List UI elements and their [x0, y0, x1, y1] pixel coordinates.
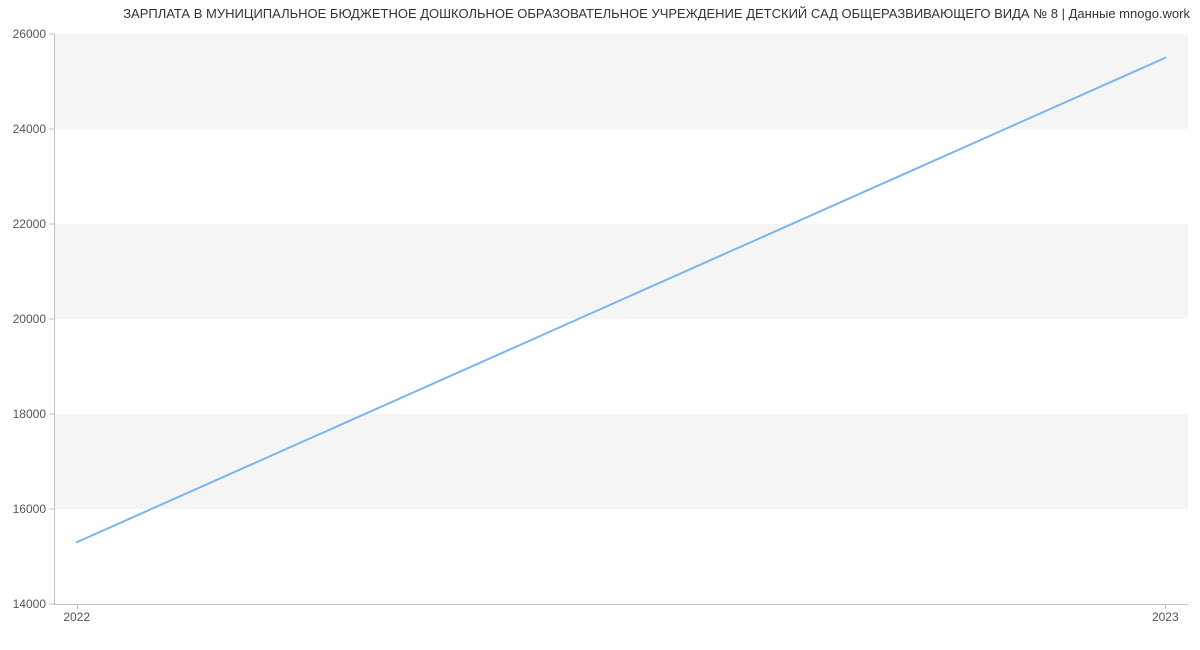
y-tick-mark — [49, 604, 54, 605]
y-tick-mark — [49, 34, 54, 35]
y-tick-label: 26000 — [13, 27, 46, 41]
y-tick-label: 16000 — [13, 502, 46, 516]
y-tick-label: 20000 — [13, 312, 46, 326]
y-tick-mark — [49, 129, 54, 130]
x-tick-mark — [1165, 604, 1166, 609]
x-axis-line — [54, 604, 1188, 605]
y-tick-label: 18000 — [13, 407, 46, 421]
y-tick-mark — [49, 319, 54, 320]
line-layer — [54, 34, 1188, 604]
x-tick-label: 2023 — [1152, 610, 1179, 624]
y-tick-label: 22000 — [13, 217, 46, 231]
y-tick-mark — [49, 509, 54, 510]
y-tick-mark — [49, 224, 54, 225]
plot-area: 1400016000180002000022000240002600020222… — [54, 34, 1188, 604]
series-line — [77, 58, 1166, 543]
y-tick-label: 14000 — [13, 597, 46, 611]
chart-container: ЗАРПЛАТА В МУНИЦИПАЛЬНОЕ БЮДЖЕТНОЕ ДОШКО… — [0, 0, 1200, 650]
y-tick-label: 24000 — [13, 122, 46, 136]
x-tick-label: 2022 — [63, 610, 90, 624]
y-tick-mark — [49, 414, 54, 415]
chart-title: ЗАРПЛАТА В МУНИЦИПАЛЬНОЕ БЮДЖЕТНОЕ ДОШКО… — [10, 6, 1190, 21]
x-tick-mark — [77, 604, 78, 609]
